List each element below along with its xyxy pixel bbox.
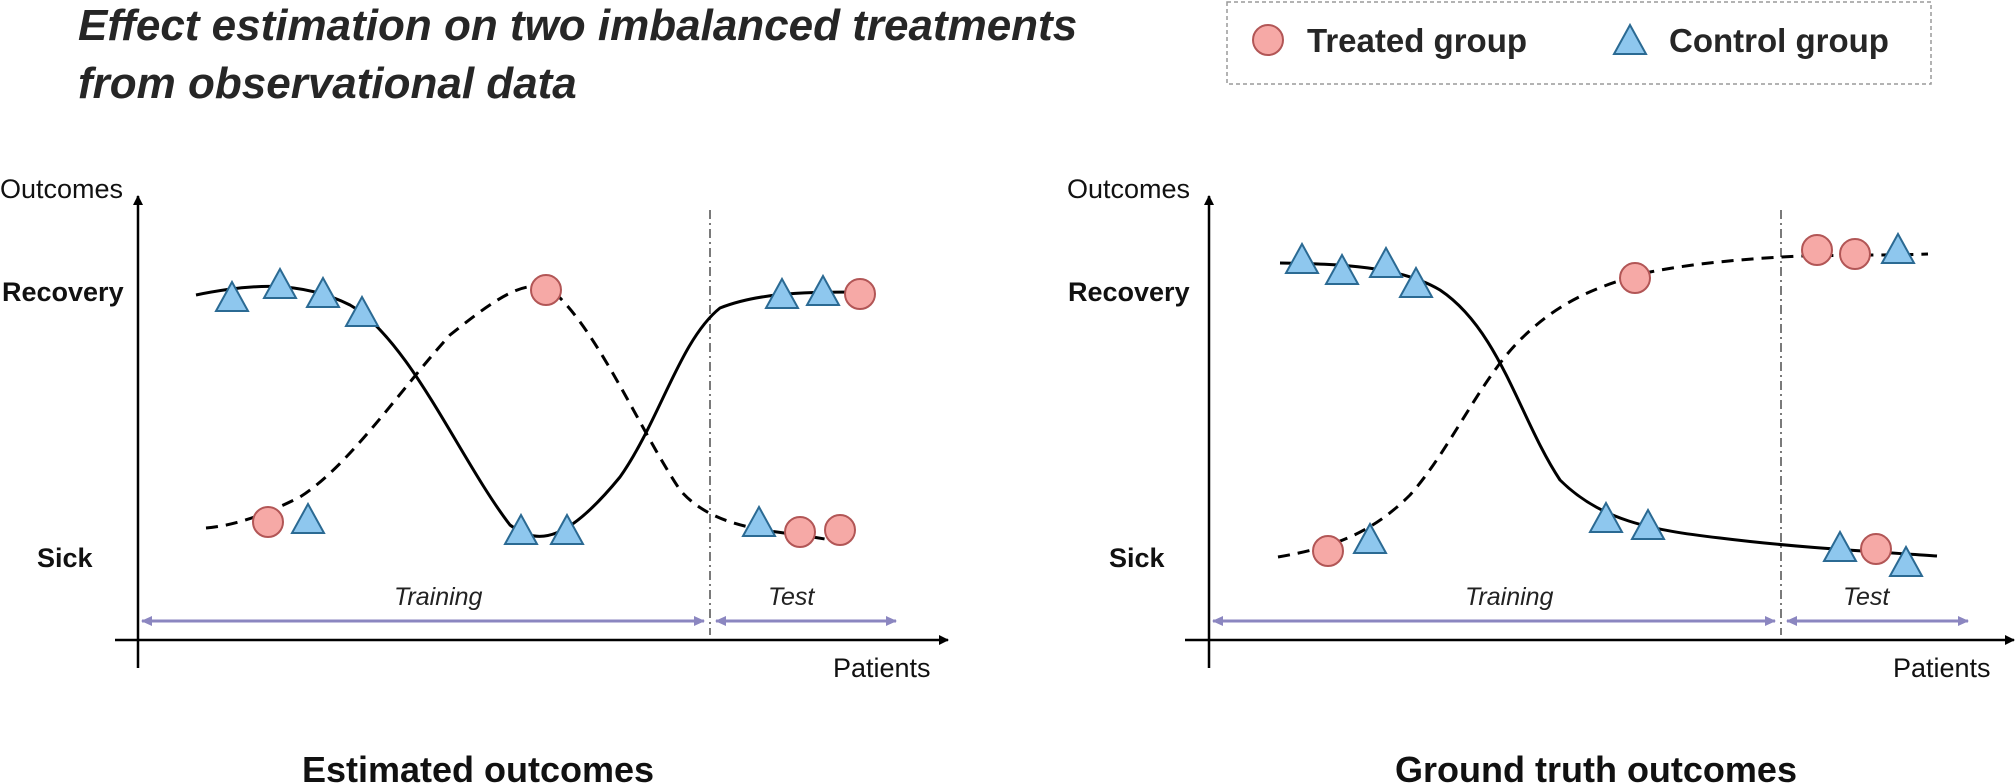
tick-recovery: Recovery (1068, 277, 1190, 307)
treated-point (844, 278, 876, 310)
control-point (214, 279, 250, 312)
tick-sick: Sick (37, 543, 94, 573)
control-point (262, 266, 298, 299)
control-point (1630, 507, 1666, 540)
panel-ground-truth: Outcomes Patients Recovery Sick Training… (1067, 174, 2015, 784)
control-point (741, 504, 777, 537)
panel-caption: Estimated outcomes (302, 749, 654, 784)
figure-title: Effect estimation on two imbalanced trea… (78, 1, 1089, 108)
legend-treated-label: Treated group (1307, 22, 1527, 59)
control-point (1398, 265, 1434, 298)
control-point (1368, 245, 1404, 278)
legend: Treated group Control group (1226, 1, 1932, 85)
circle-marker-icon (1252, 24, 1284, 56)
figure-title-line-1: Effect estimation on two imbalanced trea… (78, 1, 1077, 50)
tick-recovery: Recovery (2, 277, 124, 307)
control-point (503, 512, 539, 545)
treated-point (530, 274, 562, 306)
test-label: Test (1843, 583, 1890, 611)
control-point (1880, 231, 1916, 264)
panel-caption: Ground truth outcomes (1395, 749, 1797, 784)
control-point (1284, 241, 1320, 274)
control-point (1822, 529, 1858, 562)
treated-point (824, 514, 856, 546)
treated-point (1312, 535, 1344, 567)
treated-point (1801, 234, 1833, 266)
treated-outcome-curve (205, 284, 851, 544)
control-point (344, 294, 380, 327)
control-point (764, 276, 800, 309)
control-outcome-curve (1279, 261, 1938, 558)
test-label: Test (768, 583, 815, 611)
control-point (1588, 500, 1624, 533)
legend-box (1226, 1, 1932, 85)
tick-sick: Sick (1109, 543, 1166, 573)
control-point (1352, 521, 1388, 554)
y-axis-label: Outcomes (1067, 174, 1190, 204)
figure-title-line-2: from observational data (78, 59, 577, 108)
control-point (1888, 544, 1924, 577)
control-point (305, 275, 341, 308)
control-outcome-curve (195, 284, 866, 538)
treated-point (784, 516, 816, 548)
x-axis-label: Patients (833, 653, 931, 683)
control-point (805, 273, 841, 306)
treated-point (252, 506, 284, 538)
treated-point (1619, 262, 1651, 294)
panel-estimated: Outcomes Patients Recovery Sick Training… (0, 174, 949, 784)
legend-control-label: Control group (1669, 22, 1889, 59)
training-label: Training (394, 583, 483, 611)
x-axis-label: Patients (1893, 653, 1991, 683)
treated-point (1860, 533, 1892, 565)
control-point (549, 512, 585, 545)
control-point (1324, 252, 1360, 285)
y-axis-label: Outcomes (0, 174, 123, 204)
training-label: Training (1465, 583, 1554, 611)
triangle-marker-icon (1612, 22, 1648, 55)
control-point (290, 501, 326, 534)
treated-point (1839, 238, 1871, 270)
